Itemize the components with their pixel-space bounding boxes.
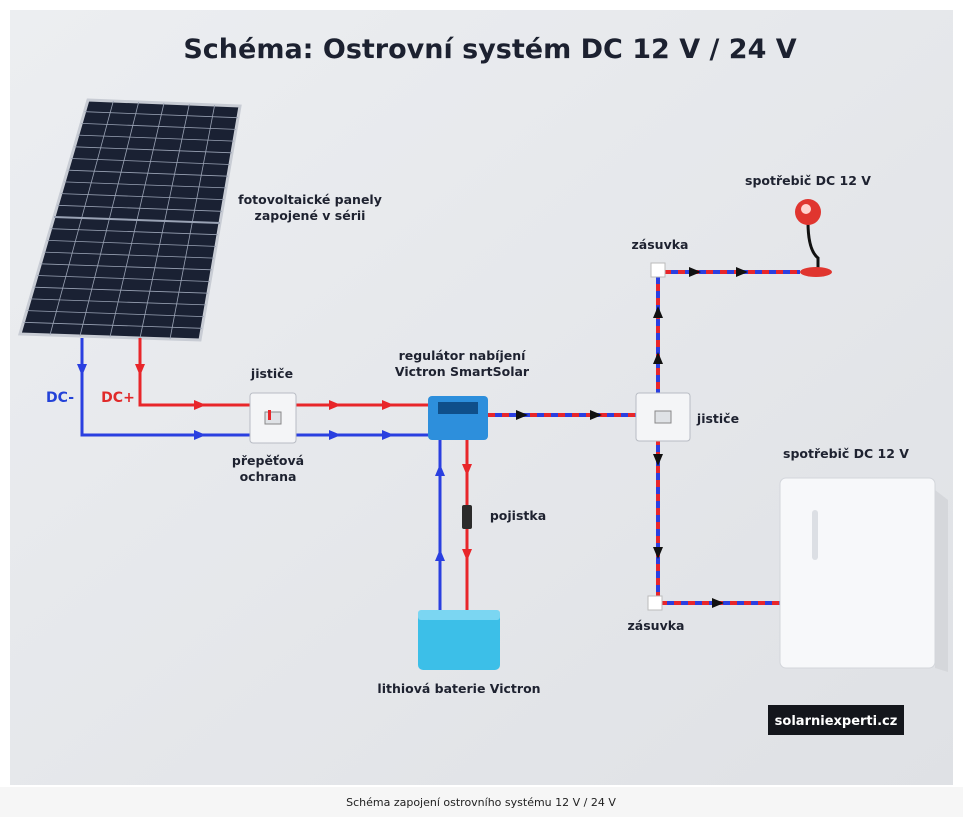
label: ochrana (240, 469, 297, 484)
breaker-switch (655, 411, 671, 423)
label: zásuvka (628, 618, 685, 633)
label: Victron SmartSolar (395, 364, 530, 379)
page: Schéma {"title": "Schéma: Ostrovní systé… (0, 0, 963, 817)
label: DC- (46, 390, 74, 406)
breaker-mark (268, 410, 271, 420)
label: regulátor nabíjení (399, 348, 527, 363)
caption: Schéma zapojení ostrovního systému 12 V … (346, 796, 616, 809)
controller-display (438, 402, 478, 414)
logo: solarniexperti.cz (775, 714, 898, 729)
battery-lid (418, 610, 500, 620)
lamp-base (800, 267, 832, 277)
body: Schéma zapojení ostrovního systému 12 V … (0, 0, 963, 817)
title: Schéma: Ostrovní systém DC 12 V / 24 V (183, 34, 796, 65)
label: zásuvka (632, 237, 689, 252)
label: jističe (250, 366, 293, 381)
label: fotovoltaické panely (238, 192, 382, 207)
label: pojistka (490, 508, 546, 523)
label: lithiová baterie Victron (377, 681, 540, 696)
label: spotřebič DC 12 V (783, 446, 909, 461)
fuse (462, 505, 472, 529)
label: přepěťová (232, 453, 304, 468)
label: jističe (696, 411, 739, 426)
socket (651, 263, 665, 277)
fridge-handle (812, 510, 818, 560)
diagram: Schéma zapojení ostrovního systému 12 V … (0, 0, 963, 817)
fridge (780, 478, 935, 668)
label: DC+ (101, 390, 135, 406)
lamp-glow (801, 204, 811, 214)
fridge-side (935, 490, 948, 672)
label: zapojené v sérii (255, 208, 366, 223)
label: spotřebič DC 12 V (745, 173, 871, 188)
socket (648, 596, 662, 610)
breaker-switch (265, 412, 281, 424)
